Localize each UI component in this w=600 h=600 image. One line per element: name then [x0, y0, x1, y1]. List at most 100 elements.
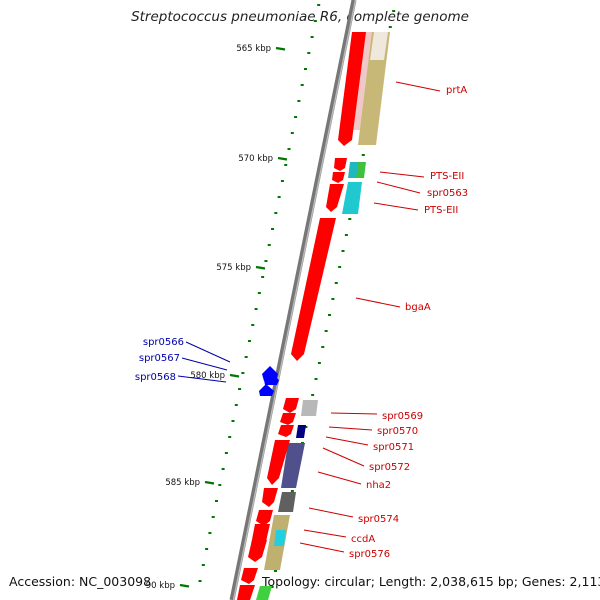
gene-label: spr0572 — [369, 462, 410, 473]
gene-label: spr0566 — [143, 337, 184, 348]
leader-line — [303, 529, 347, 538]
gene-label: ccdA — [351, 534, 375, 545]
gene-arrow — [291, 218, 336, 361]
ring-dot — [284, 164, 288, 166]
gene-label: spr0563 — [427, 188, 468, 199]
ring-dot — [270, 586, 274, 588]
gene-label: prtA — [446, 85, 467, 96]
gene-label: PTS-EII — [430, 171, 464, 182]
feature-bar — [342, 182, 362, 214]
ring-dot — [331, 298, 335, 300]
gene-arrow — [264, 373, 279, 385]
ring-dot — [361, 154, 365, 156]
ring-dot — [317, 362, 321, 364]
gene-arrow — [338, 32, 366, 146]
kbp-ruler: 565 kbp 570 kbp 575 kbp 580 kbp 585 kbp 90 kb… — [146, 44, 288, 591]
gene-arrow — [332, 172, 345, 183]
ring-dot — [244, 356, 248, 358]
ring-dot — [392, 10, 396, 12]
gene-arrow — [262, 488, 278, 507]
ring-dot — [247, 340, 251, 342]
kbp-label: 570 kbp — [238, 154, 273, 164]
gene-label: spr0568 — [135, 372, 176, 383]
gene-arrow — [283, 398, 299, 413]
kbp-tick — [255, 265, 266, 270]
ring-dot — [303, 68, 307, 70]
gene-label: spr0576 — [349, 549, 390, 560]
leader-line — [322, 447, 365, 467]
ring-dot — [231, 420, 235, 422]
gene-label: spr0570 — [377, 426, 418, 437]
ring-dot — [334, 282, 338, 284]
ring-dot — [297, 100, 301, 102]
ring-dot — [344, 234, 348, 236]
forward-genes — [237, 32, 366, 600]
feature-bar — [256, 586, 272, 600]
ring-dot — [307, 52, 311, 54]
ring-dot — [228, 436, 232, 438]
gene-arrow — [256, 510, 273, 526]
ring-dot — [294, 116, 298, 118]
gene-arrow — [326, 184, 344, 212]
gene-label: nha2 — [366, 480, 391, 491]
ring-dot — [310, 36, 314, 38]
feature-bar — [278, 492, 296, 512]
gene-label: spr0571 — [373, 442, 414, 453]
gene-arrow — [237, 585, 255, 600]
ring-dot — [257, 292, 261, 294]
ring-dot — [205, 548, 209, 550]
ring-dot — [198, 580, 202, 582]
leader-line — [330, 412, 378, 415]
gene-arrow — [267, 440, 290, 485]
ring-dot — [324, 330, 328, 332]
kbp-label: 580 kbp — [190, 371, 225, 381]
ring-dot — [341, 250, 345, 252]
reverse-genes — [259, 366, 279, 396]
ring-dot — [321, 346, 325, 348]
feature-bar — [356, 162, 366, 178]
ring-dot — [221, 468, 225, 470]
kbp-label: 90 kbp — [146, 581, 175, 591]
gene-label: bgaA — [405, 302, 431, 313]
gene-arrow — [278, 425, 294, 437]
map-title: Streptococcus pneumoniae R6, complete ge… — [131, 9, 469, 25]
gene-label: spr0569 — [382, 411, 423, 422]
ring-dot — [241, 372, 245, 374]
gene-arrow — [241, 568, 258, 584]
leader-line — [395, 81, 441, 92]
ring-dot — [313, 20, 317, 22]
ring-dot — [273, 570, 277, 572]
topology-text: Topology: circular; Length: 2,038,615 bp… — [262, 574, 600, 589]
ring-dot — [201, 564, 205, 566]
ring-dot — [208, 532, 212, 534]
gene-label: spr0574 — [358, 514, 399, 525]
gene-label: PTS-EII — [424, 205, 458, 216]
ring-dot — [215, 500, 218, 502]
ring-dot — [338, 266, 342, 268]
ring-dot — [264, 260, 268, 262]
leader-line — [177, 375, 227, 383]
leader-line — [355, 297, 401, 308]
ring-dot — [311, 394, 315, 396]
feature-bar — [296, 425, 306, 438]
feature-bar — [370, 32, 388, 60]
kbp-tick — [229, 373, 240, 378]
gene-arrow — [259, 384, 274, 396]
ring-dot — [290, 490, 294, 492]
ring-dot — [267, 244, 271, 246]
kbp-label: 585 kbp — [165, 478, 200, 488]
ring-dot — [304, 426, 308, 428]
ring-dot — [388, 26, 392, 28]
ring-dot — [348, 218, 352, 220]
ring-dot — [218, 484, 222, 486]
feature-bar — [281, 443, 305, 488]
gene-label: spr0567 — [139, 353, 180, 364]
genome-backbone — [229, 0, 357, 600]
label-leaders — [177, 81, 441, 553]
ring-dot — [261, 276, 265, 278]
kbp-tick — [204, 480, 215, 485]
leader-line — [376, 181, 421, 194]
kbp-tick — [275, 46, 286, 51]
ring-dot — [314, 378, 318, 380]
